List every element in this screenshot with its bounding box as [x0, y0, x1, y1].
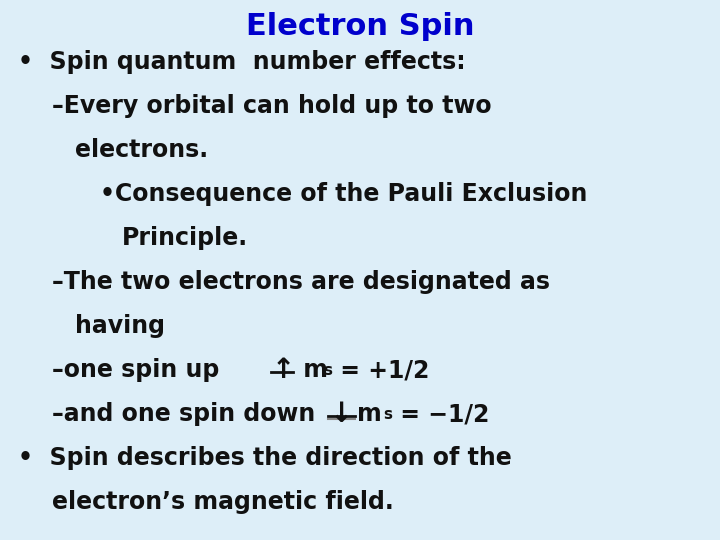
Text: Electron Spin: Electron Spin [246, 12, 474, 41]
Text: = +1/2: = +1/2 [332, 358, 429, 382]
Text: ↓: ↓ [330, 400, 354, 428]
Text: having: having [75, 314, 165, 338]
Text: –and one spin down: –and one spin down [52, 402, 348, 426]
Text: electron’s magnetic field.: electron’s magnetic field. [52, 490, 394, 514]
Text: m: m [295, 358, 328, 382]
Text: s: s [383, 407, 392, 422]
Text: electrons.: electrons. [75, 138, 208, 162]
Text: •Consequence of the Pauli Exclusion: •Consequence of the Pauli Exclusion [100, 182, 588, 206]
Text: Principle.: Principle. [122, 226, 248, 250]
Text: m: m [357, 402, 382, 426]
Text: •  Spin describes the direction of the: • Spin describes the direction of the [18, 446, 512, 470]
Text: s: s [323, 363, 332, 378]
Text: •  Spin quantum  number effects:: • Spin quantum number effects: [18, 50, 466, 74]
Text: –The two electrons are designated as: –The two electrons are designated as [52, 270, 550, 294]
Text: –one spin up: –one spin up [52, 358, 228, 382]
Text: = −1/2: = −1/2 [392, 402, 490, 426]
Text: ↑: ↑ [272, 356, 295, 384]
Text: –Every orbital can hold up to two: –Every orbital can hold up to two [52, 94, 492, 118]
